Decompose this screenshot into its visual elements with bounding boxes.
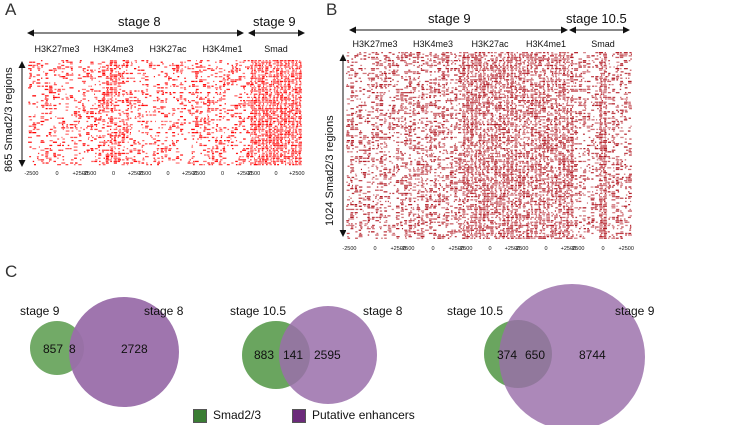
tick-label: +2500	[504, 246, 521, 252]
panel-a-track-1: H3K27me3	[34, 44, 80, 54]
venn2-only-left: 883	[254, 348, 275, 362]
panel-b-track-5: Smad	[591, 39, 615, 49]
venn2-enhancer-circle	[279, 306, 377, 404]
tick-label: -2500	[458, 246, 473, 252]
tick-label: 0	[431, 246, 435, 252]
tick-label: 0	[373, 246, 377, 252]
panel-a-track-5: Smad	[264, 44, 288, 54]
tick-label: +2500	[560, 246, 577, 252]
panel-a-letter: A	[5, 0, 17, 19]
venn3-only-left: 374	[497, 348, 518, 362]
venn2-only-right: 2595	[314, 348, 341, 362]
venn1-left-label: stage 9	[20, 304, 60, 318]
venn1-only-left: 857	[43, 342, 64, 356]
venn1-only-right: 2728	[121, 342, 148, 356]
tick-label: 0	[220, 171, 225, 177]
venn3-left-label: stage 10.5	[447, 304, 504, 318]
tick-label: 0	[55, 171, 59, 177]
panel-c-letter: C	[5, 262, 18, 281]
tick-label: 0	[601, 246, 605, 252]
tick-label: -2500	[24, 171, 39, 177]
panel-a-track-4: H3K4me1	[202, 44, 243, 54]
tick-label: 0	[111, 171, 116, 177]
legend-enhancer-label: Putative enhancers	[312, 408, 415, 422]
tick-label: -2500	[400, 246, 415, 252]
panel-a-track-3: H3K27ac	[149, 44, 187, 54]
panel-b-track-1: H3K27me3	[352, 39, 398, 49]
tick-label: +2500	[72, 171, 88, 177]
tick-label: +2500	[289, 171, 305, 177]
venn2-left-label: stage 10.5	[230, 304, 287, 318]
tick-label: +2500	[390, 246, 406, 252]
tick-label: -2500	[514, 246, 529, 252]
tick-label: -2500	[342, 246, 357, 252]
panel-b-track-2: H3K4me3	[412, 39, 454, 49]
panel-a-stage-right: stage 9	[253, 14, 296, 29]
panel-b-stage-left: stage 9	[428, 11, 471, 26]
panel-b-track-4: H3K4me1	[525, 39, 567, 49]
venn1-right-label: stage 8	[144, 304, 184, 318]
tick-label: 0	[544, 246, 548, 252]
tick-label: +2500	[127, 171, 144, 177]
tick-label: 0	[488, 246, 492, 252]
tick-label: -2500	[82, 171, 97, 177]
legend-smad-label: Smad2/3	[213, 408, 262, 422]
venn1-overlap: 8	[69, 342, 76, 356]
venn3-right-label: stage 9	[615, 304, 655, 318]
tick-label: -2500	[570, 246, 585, 252]
legend-enhancer-swatch	[292, 409, 306, 423]
tick-label: +2500	[448, 246, 464, 252]
tick-label: -2500	[137, 171, 152, 177]
venn3-only-right: 8744	[579, 348, 606, 362]
legend-smad-swatch	[193, 409, 207, 423]
venn3-enhancer-circle	[499, 284, 645, 425]
venn3-overlap: 650	[525, 348, 546, 362]
venn2-overlap: 141	[283, 348, 304, 362]
tick-label: -2500	[246, 171, 261, 177]
tick-label: +2500	[236, 171, 253, 177]
tick-label: +2500	[618, 246, 634, 252]
tick-label: 0	[166, 171, 170, 177]
panel-a-track-2: H3K4me3	[93, 44, 134, 54]
panel-b-track-3: H3K27ac	[471, 39, 509, 49]
panel-b-letter: B	[326, 0, 338, 19]
tick-label: 0	[274, 171, 278, 177]
venn1-enhancer-circle	[69, 297, 179, 407]
panel-b-stage-right: stage 10.5	[566, 11, 627, 26]
panel-a-stage-left: stage 8	[118, 14, 161, 29]
tick-label: -2500	[191, 171, 206, 177]
tick-label: +2500	[181, 171, 198, 177]
venn2-right-label: stage 8	[363, 304, 403, 318]
